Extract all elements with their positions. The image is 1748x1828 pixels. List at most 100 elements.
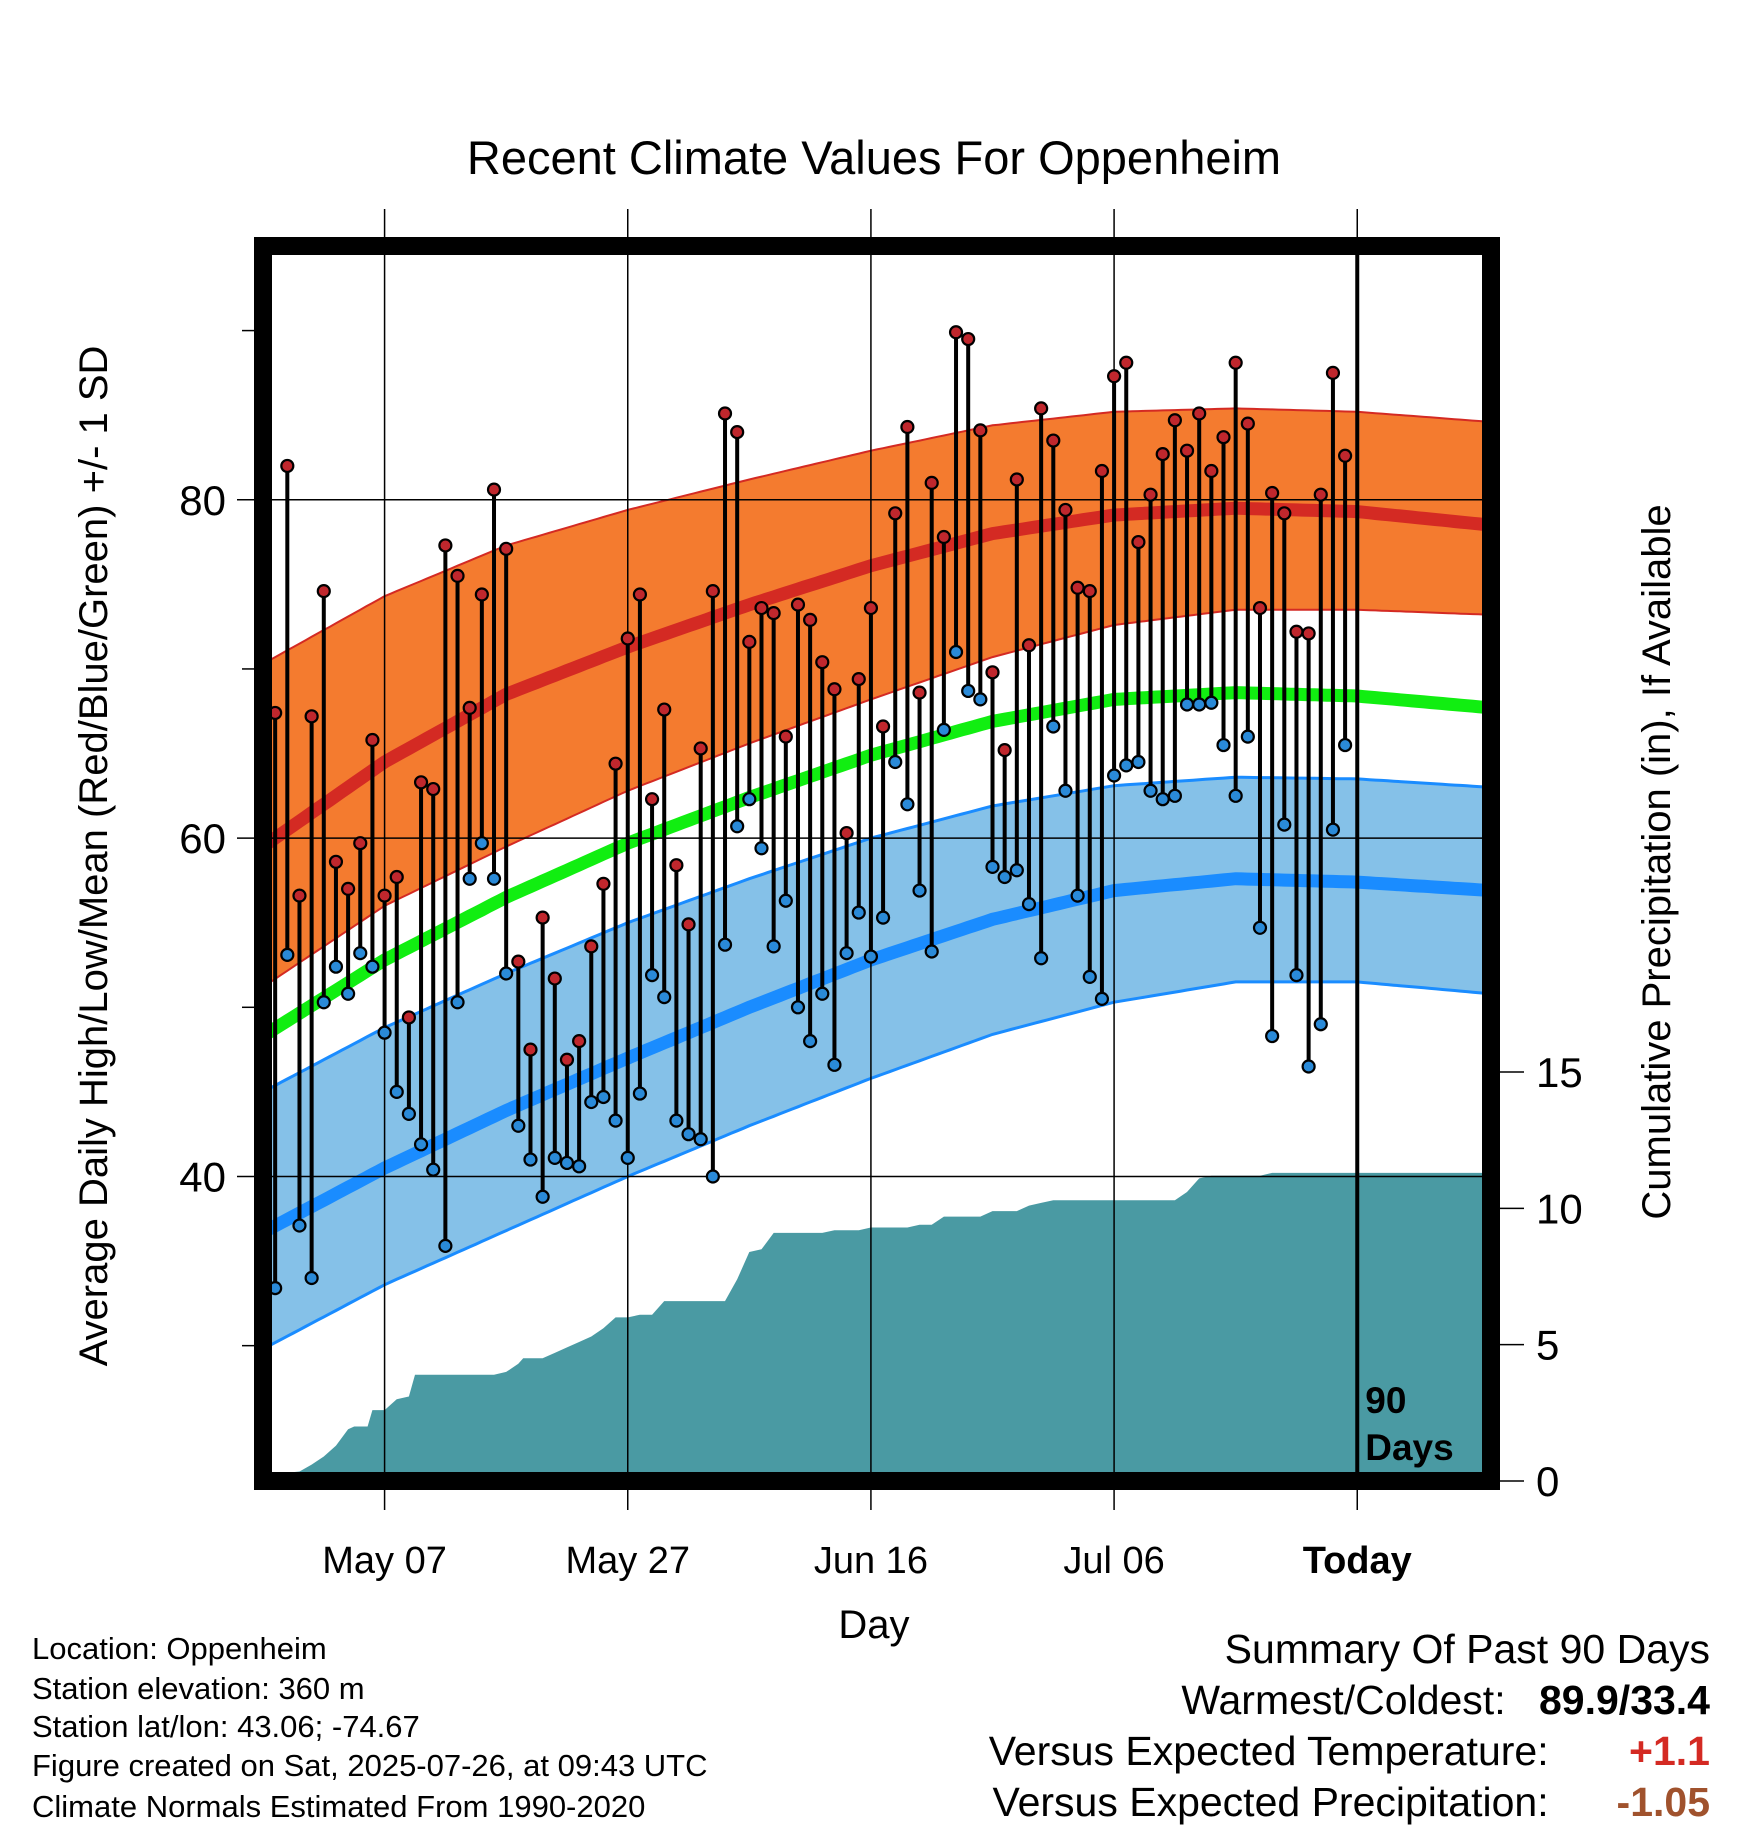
daily-high-point xyxy=(450,568,465,583)
daily-high-point xyxy=(389,869,404,885)
daily-high-point xyxy=(1325,365,1341,380)
daily-low-point xyxy=(948,644,964,660)
daily-low-point xyxy=(1325,822,1341,837)
daily-high-point xyxy=(486,482,502,497)
daily-low-point xyxy=(1167,788,1182,803)
daily-low-point xyxy=(669,1113,684,1128)
daily-high-point xyxy=(1192,406,1207,421)
daily-high-point xyxy=(1289,624,1304,639)
daily-low-point xyxy=(827,1057,842,1072)
daily-low-point xyxy=(936,722,951,737)
precip-departure-label: Versus Expected Precipitation: xyxy=(992,1779,1549,1825)
y-tick-label: 80 xyxy=(179,477,226,524)
daily-high-point xyxy=(778,729,793,744)
precip-departure-value: -1.05 xyxy=(1616,1779,1710,1825)
daily-high-point xyxy=(997,743,1012,758)
daily-high-point xyxy=(365,732,380,748)
daily-low-point xyxy=(742,792,757,807)
daily-high-point xyxy=(1216,430,1231,445)
daily-high-point xyxy=(511,954,526,969)
daily-low-point xyxy=(815,986,830,1001)
daily-low-point xyxy=(985,859,1000,874)
daily-high-point xyxy=(341,881,356,896)
daily-high-point xyxy=(426,781,441,797)
daily-high-point xyxy=(377,888,392,903)
temp-departure-value: +1.1 xyxy=(1629,1728,1710,1774)
daily-low-point xyxy=(1094,991,1110,1006)
daily-low-point xyxy=(1204,695,1219,710)
daily-low-point xyxy=(365,959,380,974)
y2-tick-label: 0 xyxy=(1536,1458,1559,1505)
daily-low-point xyxy=(778,893,793,908)
daily-high-point xyxy=(948,325,964,340)
daily-high-point xyxy=(754,600,769,616)
daily-high-point xyxy=(681,917,696,932)
summary-heading-text: Summary Of Past 90 Days xyxy=(1224,1626,1710,1672)
summary-precip-departure: Versus Expected Precipitation: -1.05 xyxy=(993,1779,1711,1826)
daily-low-point xyxy=(790,1000,806,1015)
daily-high-point xyxy=(888,506,903,521)
daily-low-point xyxy=(851,905,866,920)
daily-low-point xyxy=(1228,788,1243,803)
daily-low-point xyxy=(535,1189,550,1204)
daily-low-point xyxy=(474,836,489,851)
y2-axis-label: Cumulative Precipitation (in), If Availa… xyxy=(1635,504,1679,1219)
daily-high-point xyxy=(620,631,635,646)
daily-high-point xyxy=(900,419,915,435)
daily-high-point xyxy=(1058,502,1073,518)
daily-low-point xyxy=(875,910,891,925)
daily-low-point xyxy=(413,1137,429,1152)
y-tick-label: 40 xyxy=(179,1153,226,1200)
daily-low-point xyxy=(426,1162,441,1177)
chart-title: Recent Climate Values For Oppenheim xyxy=(467,131,1281,184)
daily-high-point xyxy=(462,700,477,715)
today-days-word: Days xyxy=(1365,1427,1453,1468)
daily-low-point xyxy=(316,995,331,1010)
daily-high-point xyxy=(1070,580,1085,595)
high-sd-band xyxy=(263,408,1491,987)
y2-tick-label: 5 xyxy=(1536,1322,1559,1369)
daily-high-point xyxy=(499,541,514,556)
x-tick-label: Jul 06 xyxy=(1063,1540,1164,1582)
x-tick-label: May 27 xyxy=(565,1540,690,1582)
y2-tick-label: 10 xyxy=(1536,1185,1583,1232)
daily-low-point xyxy=(632,1086,648,1101)
daily-low-point xyxy=(1058,783,1073,798)
daily-low-point xyxy=(608,1113,623,1128)
x-tick-label: Today xyxy=(1303,1540,1412,1582)
daily-high-point xyxy=(474,587,489,602)
daily-low-point xyxy=(401,1106,417,1121)
daily-high-point xyxy=(644,792,660,807)
daily-low-point xyxy=(900,797,915,812)
station-elevation: Station elevation: 360 m xyxy=(32,1671,365,1706)
daily-high-point xyxy=(328,854,344,869)
daily-high-point xyxy=(1009,472,1024,487)
daily-low-point xyxy=(462,871,477,886)
daily-low-point xyxy=(328,959,344,974)
daily-low-point xyxy=(1131,754,1146,770)
daily-high-point xyxy=(936,529,951,545)
daily-low-point xyxy=(1034,951,1049,966)
warmest-coldest-label: Warmest/Coldest: xyxy=(1181,1677,1506,1723)
daily-low-point xyxy=(888,754,903,770)
daily-high-point xyxy=(1252,600,1268,616)
daily-high-point xyxy=(657,702,672,717)
daily-high-point xyxy=(693,741,708,756)
daily-high-point xyxy=(280,458,295,474)
precip-area xyxy=(263,1172,1491,1481)
daily-low-point xyxy=(693,1132,708,1147)
daily-high-point xyxy=(790,597,806,612)
daily-high-point xyxy=(912,685,927,700)
daily-low-point xyxy=(547,1150,562,1165)
daily-low-point xyxy=(1192,697,1207,712)
low-band-upper-edge xyxy=(262,775,1492,1094)
daily-high-point xyxy=(961,331,976,347)
daily-high-point xyxy=(1034,401,1049,416)
daily-high-point xyxy=(413,775,429,790)
y-axis-label: Average Daily High/Low/Mean (Red/Blue/Gr… xyxy=(72,346,116,1367)
daily-high-point xyxy=(292,888,307,903)
daily-low-point xyxy=(620,1150,635,1165)
daily-high-point xyxy=(1337,448,1353,463)
high-band-upper-edge xyxy=(262,407,1492,665)
daily-high-point xyxy=(1228,355,1243,370)
